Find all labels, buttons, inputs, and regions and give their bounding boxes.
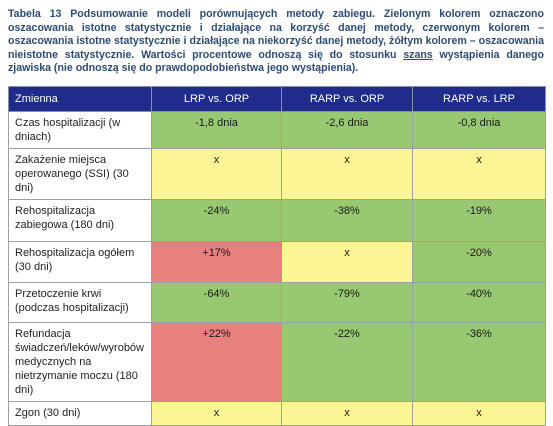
- value-cell: -36%: [412, 322, 546, 402]
- value-cell: x: [151, 148, 282, 200]
- value-cell: -38%: [281, 199, 413, 242]
- value-cell: -24%: [151, 199, 282, 242]
- row-label: Rehospitalizacja zabiegowa (180 dni): [8, 199, 152, 242]
- table-row: Zgon (30 dni) x x x: [8, 401, 546, 426]
- value-cell: -0,8 dnia: [412, 111, 546, 149]
- header-variable: Zmienna: [8, 86, 152, 112]
- table-caption: Tabela 13 Podsumowanie modeli porównując…: [8, 8, 544, 76]
- value-cell: x: [281, 401, 413, 426]
- table-row: Przetoczenie krwi (podczas hospitalizacj…: [8, 282, 546, 323]
- table-header-row: Zmienna LRP vs. ORP RARP vs. ORP RARP vs…: [8, 86, 546, 112]
- header-rarp-vs-orp: RARP vs. ORP: [281, 86, 413, 112]
- value-cell: +17%: [151, 241, 282, 283]
- value-cell: x: [151, 401, 282, 426]
- table-row: Rehospitalizacja zabiegowa (180 dni) -24…: [8, 199, 546, 242]
- row-label: Zgon (30 dni): [8, 401, 152, 426]
- value-cell: x: [412, 148, 546, 200]
- caption-underlined-word: szans: [403, 48, 433, 61]
- caption-text: Tabela 13 Podsumowanie modeli porównując…: [8, 8, 544, 61]
- table-row: Zakażenie miejsca operowanego (SSI) (30 …: [8, 148, 546, 200]
- value-cell: -64%: [151, 282, 282, 323]
- value-cell: +22%: [151, 322, 282, 402]
- value-cell: -20%: [412, 241, 546, 283]
- header-lrp-vs-orp: LRP vs. ORP: [151, 86, 282, 112]
- row-label: Przetoczenie krwi (podczas hospitalizacj…: [8, 282, 152, 323]
- comparison-table: Zmienna LRP vs. ORP RARP vs. ORP RARP vs…: [8, 86, 546, 426]
- row-label: Refundacja świadczeń/leków/wyrobów medyc…: [8, 322, 152, 402]
- value-cell: -19%: [412, 199, 546, 242]
- value-cell: x: [281, 148, 413, 200]
- table-row: Rehospitalizacja ogółem (30 dni) +17% x …: [8, 241, 546, 283]
- value-cell: -1,8 dnia: [151, 111, 282, 149]
- table-row: Refundacja świadczeń/leków/wyrobów medyc…: [8, 322, 546, 402]
- row-label: Zakażenie miejsca operowanego (SSI) (30 …: [8, 148, 152, 200]
- value-cell: -40%: [412, 282, 546, 323]
- header-rarp-vs-lrp: RARP vs. LRP: [412, 86, 546, 112]
- value-cell: -22%: [281, 322, 413, 402]
- value-cell: -79%: [281, 282, 413, 323]
- row-label: Rehospitalizacja ogółem (30 dni): [8, 241, 152, 283]
- value-cell: x: [281, 241, 413, 283]
- value-cell: x: [412, 401, 546, 426]
- row-label: Czas hospitalizacji (w dniach): [8, 111, 152, 149]
- value-cell: -2,6 dnia: [281, 111, 413, 149]
- caption-text-end: wystąpienia danego zjawiska (nie odnoszą…: [8, 48, 544, 75]
- table-row: Czas hospitalizacji (w dniach) -1,8 dnia…: [8, 111, 546, 149]
